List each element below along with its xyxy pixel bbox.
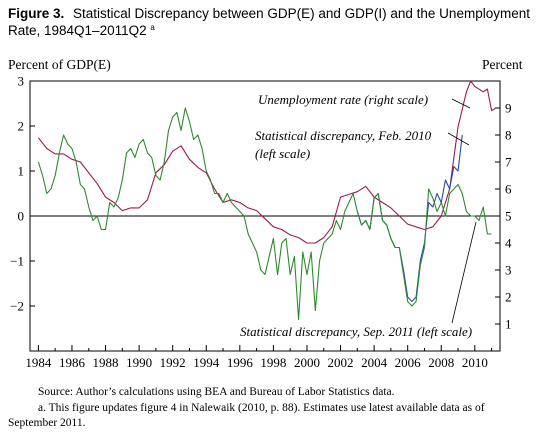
figure-title-line2: Rate, 1984Q1–2011Q2 a — [8, 23, 155, 38]
y-right-tick-label: 9 — [505, 101, 512, 116]
x-tick-label: 2002 — [328, 355, 354, 370]
x-tick-label: 1998 — [260, 355, 286, 370]
annotation-unemployment: Unemployment rate (right scale) — [258, 92, 471, 109]
y-left-tick-label: 2 — [18, 119, 25, 134]
x-tick-label: 1988 — [93, 355, 119, 370]
annotation-unemployment-label: Unemployment rate (right scale) — [258, 92, 428, 107]
series-line-discrepancy_feb2010 — [356, 134, 463, 303]
y-right-tick-label: 3 — [505, 263, 512, 278]
series-line-unemployment — [37, 80, 497, 244]
annotation-feb2010-label-line2: (left scale) — [255, 146, 310, 161]
series-layer — [37, 80, 497, 321]
annotation-feb2010: Statistical discrepancy, Feb. 2010 (left… — [255, 128, 470, 161]
x-tick-label: 1990 — [126, 355, 152, 370]
y-right-tick-label: 5 — [505, 209, 512, 224]
x-tick-label: 1994 — [193, 355, 220, 370]
x-tick-label: 2004 — [361, 355, 388, 370]
y-right-tick-label: 2 — [505, 290, 512, 305]
y-left-tick-label: 3 — [18, 74, 25, 89]
y-left-tick-label: 1 — [18, 164, 25, 179]
annotation-feb2010-leader — [447, 132, 470, 146]
series-line-discrepancy_sep2011 — [37, 107, 492, 321]
y-axis-left-ticks: 3 2 1 0 −1 −2 — [10, 74, 35, 314]
x-tick-label: 1984 — [25, 355, 52, 370]
annotation-sep2011-leader — [451, 221, 477, 324]
x-tick-label: 1996 — [227, 355, 254, 370]
x-tick-label: 1986 — [59, 355, 86, 370]
y-left-tick-label: −2 — [10, 299, 24, 314]
x-tick-label: 2008 — [428, 355, 454, 370]
source-note: Source: Author’s calculations using BEA … — [38, 386, 395, 398]
y-right-tick-label: 7 — [505, 155, 512, 170]
y-left-tick-label: −1 — [10, 254, 24, 269]
x-tick-label: 2000 — [294, 355, 320, 370]
y-left-tick-label: 0 — [18, 209, 25, 224]
annotation-unemployment-leader — [451, 98, 471, 109]
x-axis-ticks: 1984 1986 1988 1990 1992 1994 1996 1998 2000 2002… — [25, 345, 493, 370]
footnote-line1: a. This figure updates figure 4 in Nalew… — [38, 402, 485, 414]
figure-title-text: Statistical Discrepancy between GDP(E) a… — [73, 6, 530, 21]
annotation-feb2010-label: Statistical discrepancy, Feb. 2010 — [255, 128, 432, 143]
y-right-tick-label: 8 — [505, 128, 512, 143]
x-tick-label: 1992 — [160, 355, 186, 370]
x-tick-label: 2010 — [462, 355, 488, 370]
y-axis-right-ticks: 9 8 7 6 5 4 3 2 1 — [495, 101, 512, 332]
y-right-tick-label: 4 — [505, 236, 512, 251]
figure-title-date-range: Rate, 1984Q1–2011Q2 — [8, 23, 147, 38]
x-tick-label: 2006 — [395, 355, 422, 370]
plot-frame — [29, 80, 501, 352]
y-axis-right-title: Percent — [482, 57, 523, 72]
figure-title-line1: Figure 3. Statistical Discrepancy betwee… — [8, 6, 530, 21]
annotation-sep2011-label: Statistical discrepancy, Sep. 2011 (left… — [240, 324, 472, 339]
footnote-line2: September 2011. — [8, 417, 86, 429]
y-axis-left-title: Percent of GDP(E) — [8, 57, 111, 72]
figure-number: Figure 3. — [8, 6, 64, 21]
annotation-sep2011: Statistical discrepancy, Sep. 2011 (left… — [240, 221, 477, 339]
figure-title-superscript: a — [150, 23, 155, 32]
y-right-tick-label: 1 — [505, 317, 512, 332]
y-right-tick-label: 6 — [505, 182, 512, 197]
